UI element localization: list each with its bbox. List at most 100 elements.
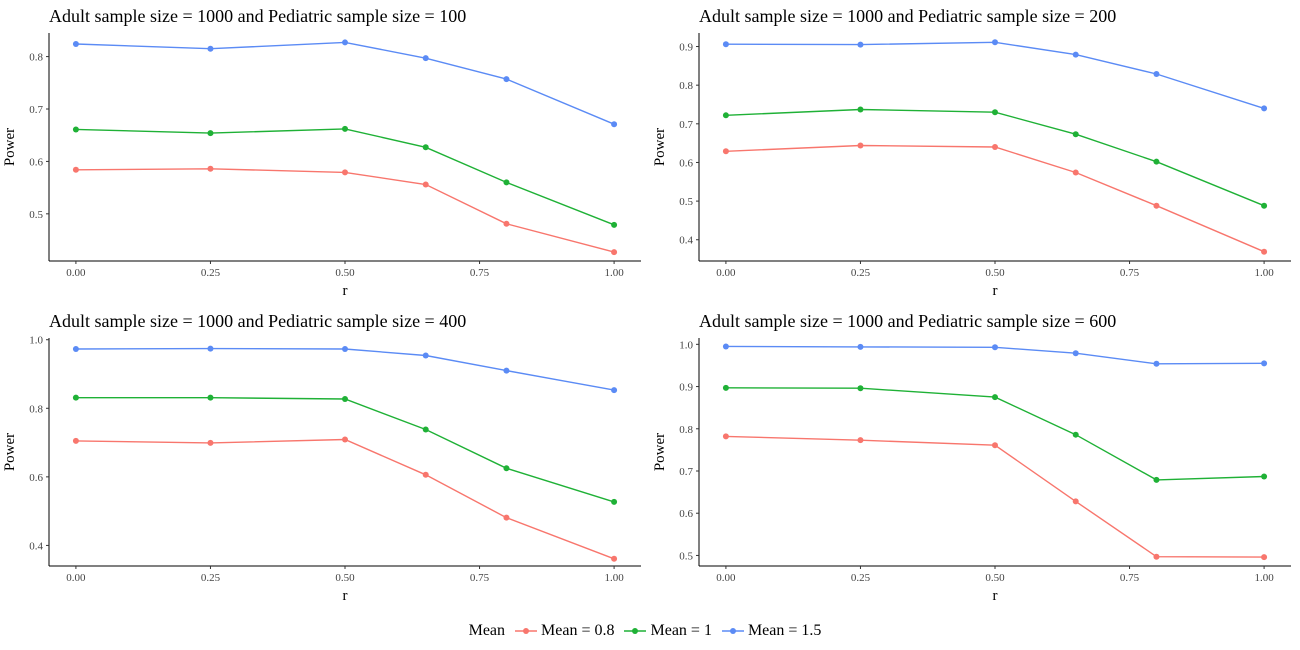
x-axis-label: r: [343, 588, 348, 604]
data-point: [1072, 51, 1079, 58]
panel-title: Adult sample size = 1000 and Pediatric s…: [49, 6, 466, 26]
data-point: [722, 343, 729, 350]
y-tick-label: 0.6: [29, 472, 43, 484]
y-tick-label: 0.4: [679, 235, 693, 247]
data-point: [857, 142, 864, 149]
panel-3: Adult sample size = 1000 and Pediatric s…: [2, 311, 641, 604]
data-point: [72, 166, 79, 173]
series-line-3: [75, 347, 615, 391]
x-tick-label: 0.00: [716, 572, 736, 584]
data-point: [207, 165, 214, 172]
panel-title: Adult sample size = 1000 and Pediatric s…: [699, 311, 1116, 331]
data-point: [72, 394, 79, 401]
series-line-2: [725, 387, 1265, 481]
data-point: [1153, 158, 1160, 165]
x-tick-label: 0.25: [851, 572, 871, 584]
y-tick-label: 0.8: [679, 80, 693, 92]
y-tick-label: 0.7: [679, 466, 693, 478]
data-point: [1261, 105, 1268, 112]
data-point: [1261, 360, 1268, 367]
x-tick-label: 0.50: [985, 572, 1005, 584]
data-point: [207, 394, 214, 401]
data-point: [342, 436, 348, 443]
x-axis-label: r: [993, 588, 998, 604]
series-line-1: [725, 144, 1265, 253]
y-tick-label: 0.5: [29, 209, 43, 221]
data-point: [207, 345, 214, 352]
panel-4: Adult sample size = 1000 and Pediatric s…: [652, 311, 1291, 604]
legend-title: Mean: [468, 622, 506, 639]
x-tick-label: 0.25: [851, 267, 871, 279]
legend-item-mean-1-5: Mean = 1.5: [721, 622, 821, 640]
data-point: [1072, 169, 1079, 176]
y-axis-label: Power: [652, 433, 668, 471]
data-point: [422, 181, 429, 188]
y-tick-label: 0.6: [679, 508, 693, 520]
data-point: [342, 396, 348, 403]
x-tick-label: 0.75: [470, 267, 490, 279]
data-point: [72, 41, 79, 48]
data-point: [1153, 553, 1160, 560]
legend-item-mean-0-8: Mean = 0.8: [515, 622, 614, 640]
data-point: [1153, 360, 1160, 367]
x-tick-label: 0.00: [716, 267, 736, 279]
data-point: [992, 144, 998, 150]
data-point: [342, 169, 348, 176]
series-line-1: [725, 435, 1265, 558]
data-point: [722, 112, 729, 119]
y-tick-label: 1.0: [679, 339, 693, 351]
series-line-1: [75, 168, 615, 253]
series-line-3: [75, 41, 615, 125]
data-point: [611, 387, 618, 394]
data-point: [207, 439, 214, 446]
y-tick-label: 0.9: [679, 42, 693, 54]
panel-title: Adult sample size = 1000 and Pediatric s…: [49, 311, 466, 331]
y-tick-label: 0.8: [679, 424, 693, 436]
data-point: [1261, 202, 1268, 209]
data-point: [992, 344, 998, 351]
x-tick-label: 0.00: [66, 572, 86, 584]
data-point: [503, 465, 510, 472]
data-point: [1153, 202, 1160, 209]
data-point: [1072, 431, 1079, 438]
series-line-2: [725, 108, 1265, 207]
y-tick-label: 0.6: [679, 157, 693, 169]
data-point: [1261, 248, 1268, 255]
x-tick-label: 1.00: [1254, 267, 1274, 279]
data-point: [422, 471, 429, 478]
data-point: [722, 148, 729, 155]
data-point: [72, 345, 79, 352]
y-tick-label: 0.5: [679, 550, 693, 562]
y-tick-label: 0.7: [679, 119, 693, 131]
series-line-2: [75, 128, 615, 226]
series-line-3: [725, 345, 1265, 365]
y-tick-label: 0.8: [29, 52, 43, 64]
data-point: [1153, 70, 1160, 77]
data-point: [857, 41, 864, 48]
legend-key-mean-0-8: [515, 628, 538, 634]
x-axis-label: r: [993, 283, 998, 299]
data-point: [207, 45, 214, 52]
x-tick-label: 1.00: [604, 267, 624, 279]
y-tick-label: 0.9: [679, 382, 693, 394]
data-point: [857, 106, 864, 113]
x-tick-label: 0.50: [985, 267, 1005, 279]
data-point: [503, 367, 510, 374]
data-point: [503, 179, 510, 186]
data-point: [992, 109, 998, 116]
data-point: [72, 126, 79, 133]
x-tick-label: 0.00: [66, 267, 86, 279]
x-tick-label: 0.25: [201, 572, 221, 584]
x-tick-label: 1.00: [604, 572, 624, 584]
data-point: [992, 442, 998, 449]
data-point: [722, 433, 729, 440]
data-point: [857, 343, 864, 350]
series-line-1: [75, 438, 615, 560]
data-point: [503, 220, 510, 227]
y-tick-label: 0.4: [29, 540, 43, 552]
data-point: [857, 385, 864, 392]
panel-title: Adult sample size = 1000 and Pediatric s…: [699, 6, 1116, 26]
x-tick-label: 0.50: [335, 572, 355, 584]
data-point: [1072, 350, 1079, 357]
